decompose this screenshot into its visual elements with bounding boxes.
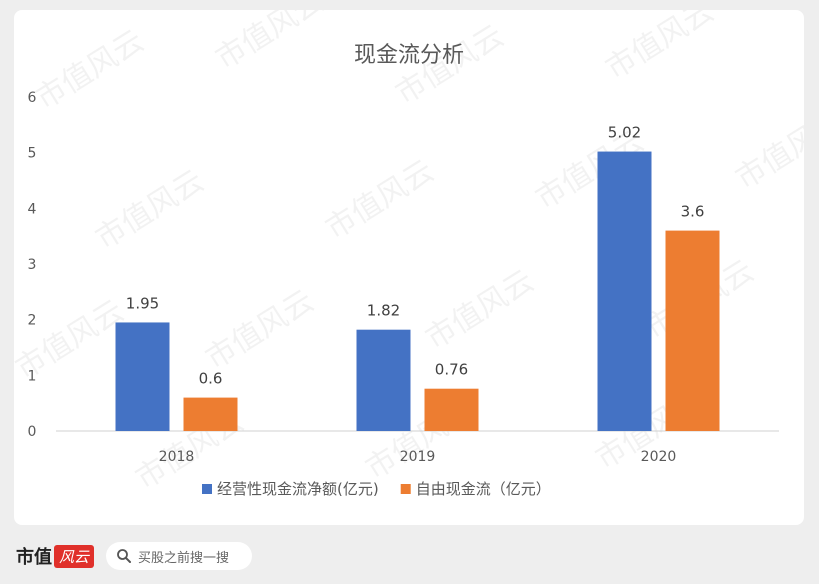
y-tick-label-1: 1 (28, 368, 37, 384)
watermark-text-1: 市值风云 (210, 10, 330, 77)
y-tick-label-3: 3 (28, 257, 37, 273)
brand-seal: 风云 (54, 544, 95, 568)
watermark-text-4: 市值风云 (90, 164, 210, 257)
brand-logo: 市值 风云 (16, 542, 95, 570)
chart-title: 现金流分析 (354, 43, 464, 68)
data-label-2019-series-1: 0.76 (435, 361, 468, 379)
watermark-text-0: 市值风云 (30, 24, 150, 117)
data-label-2018-series-1: 0.6 (199, 370, 223, 388)
chart-card: 市值风云 市值风云 市值风云 市值风云 市值风云 市值风云 市值风云 市值风云 市值风云 市值风云… (14, 10, 804, 525)
data-label-2019-series-0: 1.82 (367, 302, 400, 320)
bar-2020-series-0 (597, 151, 652, 431)
bar-2020-series-1 (665, 230, 720, 431)
watermark-text-5: 市值风云 (320, 154, 440, 247)
data-label-2018-series-0: 1.95 (126, 294, 159, 312)
watermark-text-9: 市值风云 (200, 284, 320, 377)
search-icon (117, 549, 131, 563)
x-tick-label-2020: 2020 (641, 449, 677, 465)
legend-label-series-1: 自由现金流（亿元） (416, 480, 551, 498)
data-label-2020-series-0: 5.02 (608, 124, 641, 142)
search-box[interactable]: 买股之前搜一搜 (106, 542, 252, 570)
x-tick-label-2019: 2019 (400, 449, 436, 465)
x-tick-label-2018: 2018 (159, 449, 195, 465)
y-tick-label-6: 6 (28, 90, 37, 106)
bar-2019-series-1 (424, 388, 479, 431)
watermark-text-7: 市值风云 (730, 104, 804, 197)
y-tick-label-0: 0 (28, 424, 37, 440)
data-label-2020-series-1: 3.6 (681, 203, 705, 221)
brand-text: 市值 (16, 547, 52, 568)
y-tick-label-2: 2 (28, 313, 37, 329)
legend-label-series-0: 经营性现金流净额(亿元) (217, 480, 379, 498)
bar-2019-series-0 (356, 329, 411, 431)
watermark-text-3: 市值风云 (600, 10, 720, 87)
y-tick-label-5: 5 (28, 146, 37, 162)
legend-swatch-series-1 (400, 484, 411, 494)
search-placeholder: 买股之前搜一搜 (138, 550, 230, 566)
footer-bar: 市值 风云 买股之前搜一搜 (0, 530, 819, 584)
bar-2018-series-1 (183, 397, 238, 431)
watermark-text-10: 市值风云 (420, 264, 540, 357)
y-tick-label-4: 4 (28, 201, 37, 217)
legend-swatch-series-0 (202, 484, 212, 494)
bar-2018-series-0 (115, 322, 170, 431)
